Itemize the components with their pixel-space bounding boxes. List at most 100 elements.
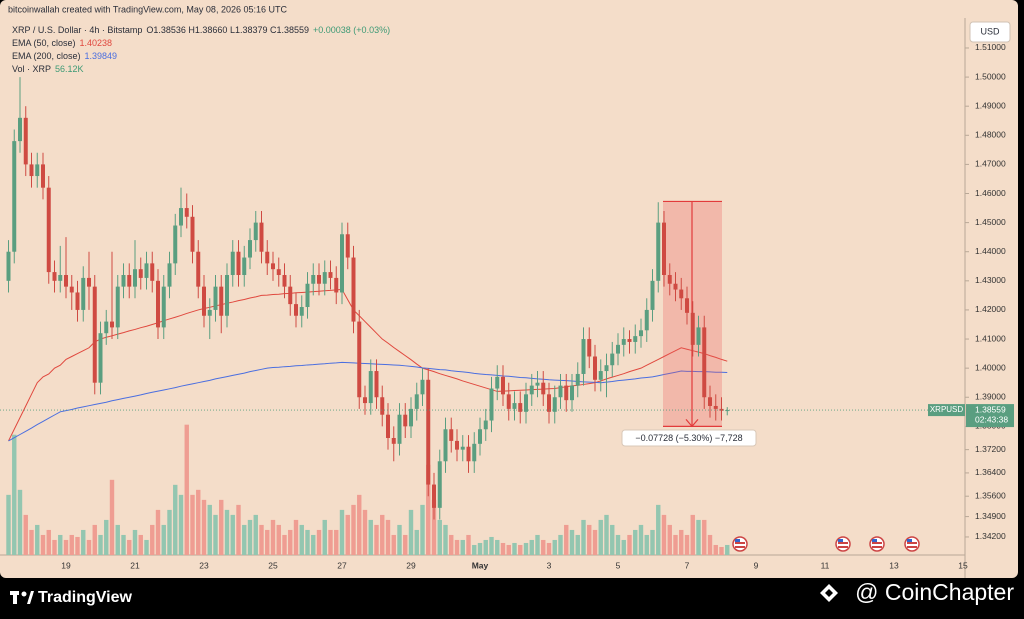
volume-name: Vol · XRP [12, 64, 51, 74]
candle-body [552, 397, 557, 412]
flag-icon[interactable] [869, 536, 885, 552]
currency-box[interactable] [969, 21, 1011, 43]
candle-body [593, 356, 597, 380]
measure-label-box [621, 429, 757, 447]
x-tick-label: 27 [337, 560, 347, 570]
candle-body [581, 339, 586, 374]
flag-icon[interactable] [732, 536, 748, 552]
candle-body [219, 286, 224, 316]
brand: TradingView [38, 589, 133, 606]
x-tick-label: 5 [616, 560, 621, 570]
candle-body [202, 286, 206, 316]
candle-body [196, 251, 201, 287]
candle-body [644, 309, 649, 331]
candle-body [673, 283, 678, 290]
candle-body [179, 208, 183, 226]
volume-bar [293, 519, 299, 555]
volume-bar [92, 524, 97, 555]
volume-bar [558, 534, 563, 555]
y-tick-label: 1.48000 [975, 130, 1006, 140]
symbol-tag [928, 404, 965, 417]
event-flags [732, 536, 920, 552]
candle-body [518, 403, 523, 412]
candle-body [81, 277, 86, 310]
symbol-tag-label: XRPUSD [930, 405, 964, 414]
y-tick-label: 1.45000 [975, 217, 1006, 227]
candle-body [276, 269, 281, 276]
countdown-label: 02:43:38 [975, 414, 1008, 424]
volume-bar [104, 519, 109, 555]
volume-bar [230, 514, 235, 555]
y-tick-label: 1.34900 [975, 511, 1006, 521]
candle-body [541, 382, 546, 395]
candle-body [156, 280, 160, 328]
volume-bar [380, 514, 385, 555]
flag-icon[interactable] [904, 536, 920, 552]
candle-body [604, 365, 609, 372]
candle-body [725, 410, 730, 412]
candle-body [621, 339, 626, 345]
flag-icon[interactable] [835, 536, 851, 552]
volume-bar [391, 534, 396, 555]
candle-body [667, 275, 672, 284]
candle-body [460, 446, 465, 450]
candle-body [138, 269, 143, 278]
volume-bar [17, 489, 23, 555]
volume-bar [725, 544, 730, 555]
y-tick-label: 1.36400 [975, 467, 1006, 477]
volume-bar [449, 534, 454, 555]
ema-line [8, 361, 728, 442]
candle-body [708, 397, 712, 406]
volume-bar [684, 534, 690, 555]
header: bitcoinwallah created with TradingView.c… [8, 4, 287, 14]
candle-body [294, 304, 298, 316]
volume-bar [213, 514, 218, 555]
candle-body [58, 275, 63, 281]
candle-body [144, 263, 149, 278]
candle-body [242, 257, 247, 276]
candle-body [403, 414, 408, 427]
volume-bar [207, 504, 212, 555]
candle-body [184, 208, 189, 217]
candle-body [6, 251, 11, 281]
volume-bar [219, 499, 224, 555]
candle-body [702, 327, 707, 398]
candle-body [558, 385, 563, 398]
volume-value: 56.12K [55, 64, 84, 74]
y-tick-label: 1.37200 [975, 444, 1006, 454]
volume-bar [426, 464, 431, 555]
candle-body [357, 321, 362, 398]
symbol-title: XRP / U.S. Dollar · 4h · Bitstamp [12, 25, 142, 35]
candle-body [386, 414, 390, 438]
candle-body [489, 388, 494, 421]
volume-bar [265, 529, 270, 555]
candle-body [104, 321, 109, 334]
volume-bar [161, 524, 166, 555]
volume-bar [173, 484, 178, 555]
candle-body [225, 275, 229, 316]
volume-bar [477, 542, 483, 555]
volume-bar [696, 519, 701, 555]
volume-bar [615, 534, 621, 555]
candle-body [650, 280, 655, 310]
volume-bar [667, 524, 672, 555]
volume-bar [357, 494, 362, 555]
candle-body [483, 420, 488, 430]
volume-bar [495, 539, 500, 555]
y-tick-label: 1.41000 [975, 333, 1006, 343]
volume-bar [627, 534, 632, 555]
y-tick-label: 1.40000 [975, 362, 1006, 372]
volume-bar [270, 519, 276, 555]
candle-body [127, 275, 132, 287]
candle-body [328, 272, 333, 278]
candle-body [506, 394, 511, 409]
candle-body [52, 272, 57, 281]
candle-body [253, 222, 258, 241]
candle-body [288, 286, 293, 305]
volume-bar [40, 534, 46, 555]
chart-pane [6, 77, 730, 555]
volume-bar [311, 534, 316, 555]
legend-volume: Vol · XRP 56.12K [12, 64, 84, 74]
volume-bar [564, 524, 569, 555]
candle-body [259, 222, 264, 252]
